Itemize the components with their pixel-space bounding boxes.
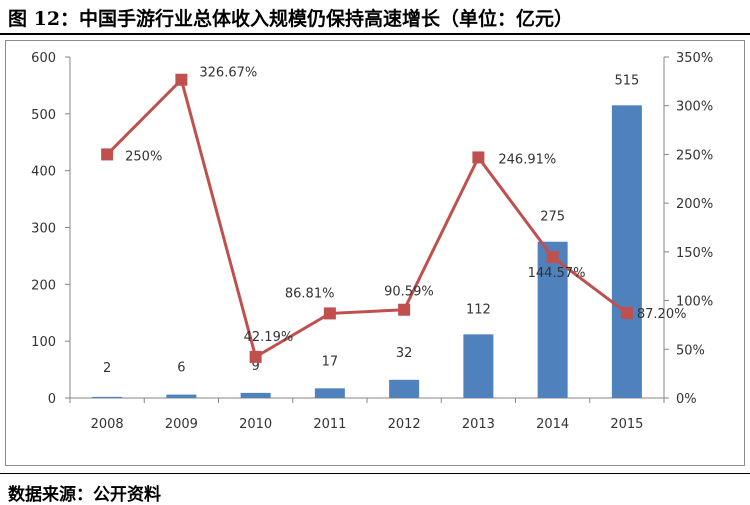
figure-title: 图 12：中国手游行业总体收入规模仍保持高速增长（单位：亿元） bbox=[8, 8, 574, 30]
bar bbox=[166, 394, 197, 398]
right-tick-label: 100% bbox=[676, 295, 713, 310]
bar-label: 9 bbox=[251, 359, 259, 374]
bar-label: 32 bbox=[396, 346, 413, 361]
bar bbox=[240, 392, 271, 398]
x-tick-label: 2011 bbox=[313, 417, 346, 432]
x-tick-label: 2015 bbox=[610, 417, 643, 432]
growth-label: 86.81% bbox=[285, 286, 335, 301]
growth-label: 144.57% bbox=[528, 266, 586, 281]
right-tick-label: 0% bbox=[676, 392, 697, 407]
growth-label: 42.19% bbox=[244, 330, 294, 345]
growth-label: 87.20% bbox=[637, 307, 687, 322]
x-tick-label: 2012 bbox=[388, 417, 421, 432]
x-tick-label: 2013 bbox=[462, 417, 495, 432]
bar bbox=[537, 241, 568, 398]
growth-marker bbox=[398, 303, 411, 316]
growth-marker bbox=[323, 307, 336, 320]
right-tick-label: 200% bbox=[676, 197, 713, 212]
bar-label: 6 bbox=[177, 361, 185, 376]
bar bbox=[92, 396, 123, 398]
right-tick-label: 300% bbox=[676, 100, 713, 115]
bar bbox=[314, 388, 345, 398]
bar bbox=[611, 105, 642, 398]
growth-marker bbox=[249, 350, 262, 363]
right-tick-label: 50% bbox=[676, 343, 705, 358]
x-tick-label: 2014 bbox=[536, 417, 569, 432]
x-tick-label: 2010 bbox=[239, 417, 272, 432]
chart-frame bbox=[5, 40, 745, 466]
growth-line bbox=[106, 76, 628, 360]
growth-marker bbox=[620, 307, 633, 320]
bar-label: 275 bbox=[540, 210, 565, 225]
right-tick-label: 250% bbox=[676, 148, 713, 163]
bar-label: 2 bbox=[103, 361, 111, 376]
left-tick-label: 100 bbox=[31, 335, 56, 350]
growth-marker bbox=[175, 73, 188, 86]
bar-label: 515 bbox=[614, 73, 639, 88]
growth-label: 250% bbox=[125, 149, 162, 164]
title-divider bbox=[0, 33, 750, 35]
bar bbox=[463, 334, 494, 398]
bar-label: 112 bbox=[466, 302, 491, 317]
growth-marker bbox=[546, 251, 559, 264]
right-tick-label: 350% bbox=[676, 51, 713, 66]
left-tick-label: 300 bbox=[31, 222, 56, 237]
bar bbox=[389, 379, 420, 398]
left-tick-label: 500 bbox=[31, 108, 56, 123]
source-note: 数据来源：公开资料 bbox=[8, 485, 161, 505]
bar-label: 17 bbox=[322, 354, 339, 369]
growth-marker bbox=[472, 151, 485, 164]
growth-label: 90.59% bbox=[384, 285, 434, 300]
left-tick-label: 400 bbox=[31, 165, 56, 180]
growth-label: 246.91% bbox=[498, 152, 556, 167]
x-tick-label: 2008 bbox=[91, 417, 124, 432]
growth-marker bbox=[101, 148, 114, 161]
left-tick-label: 200 bbox=[31, 278, 56, 293]
left-tick-label: 600 bbox=[31, 51, 56, 66]
left-tick-label: 0 bbox=[48, 392, 56, 407]
x-tick-label: 2009 bbox=[165, 417, 198, 432]
growth-label: 326.67% bbox=[199, 66, 257, 81]
source-divider bbox=[0, 473, 750, 474]
right-tick-label: 150% bbox=[676, 246, 713, 261]
